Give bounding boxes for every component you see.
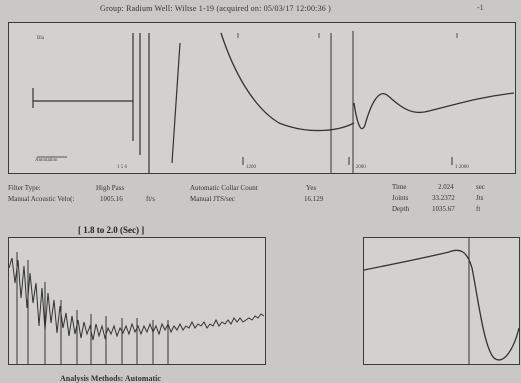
manual-jts-value: 16.129 [304,195,324,203]
trace-label-bottom-right-b: 1 2000 [455,165,469,170]
analysis-methods-footer: Analysis Methods: Automatic [60,374,161,383]
trace-label-top-left: Bla [37,36,44,41]
joints-label: Joints [392,194,409,202]
header-mark: -1 [477,3,484,12]
manual-velocity-label: Manual Acoustic Velo(: [8,195,75,203]
zoom-trace-svg [9,252,265,364]
collar-count-label: Automatic Collar Count [190,184,258,192]
joints-unit: Jts [476,194,484,202]
trace-label-bottom-mid: 1200 [246,165,256,170]
window-header: Group: Radium Well: Wiltse 1-19 (acquire… [0,0,521,20]
filter-type-value: High Pass [96,184,125,192]
filter-type-label: Filter Type: [8,184,41,192]
trace-label-bottom-right-a: 1 2000 [352,165,366,170]
collar-count-value: Yes [306,184,317,192]
time-unit: sec [476,183,485,191]
time-value: 2.024 [438,183,454,191]
joints-value: 33.2372 [432,194,455,202]
zoom-trace-panel[interactable] [8,237,266,365]
trace-label-mid-bottom: 1 5 6 [117,165,127,170]
depth-value: 1035.67 [432,205,455,213]
acoustic-trace-panel[interactable]: Bla Annotation 1 5 6 1200 1 2000 1 2000 [8,22,516,174]
waveform-detail-svg [364,238,519,364]
waveform-detail-panel[interactable] [363,237,520,365]
header-title: Group: Radium Well: Wiltse 1-19 (acquire… [100,4,332,13]
acoustic-trace-svg [32,31,515,173]
time-label: Time [392,183,407,191]
depth-label: Depth [392,205,410,213]
trace-label-mid-left: Annotation [35,158,58,163]
manual-velocity-unit: ft/s [146,195,155,203]
depth-unit: ft [476,205,481,213]
manual-velocity-value: 1005.16 [100,195,123,203]
range-title: [ 1.8 to 2.0 (Sec) ] [78,225,145,235]
manual-jts-label: Manual JTS/sec [190,195,235,203]
